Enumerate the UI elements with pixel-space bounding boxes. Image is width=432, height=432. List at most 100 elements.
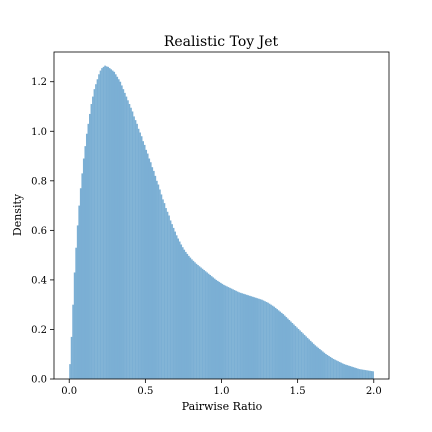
histogram-bar [238, 292, 240, 379]
x-tick-label: 0.5 [137, 386, 153, 397]
histogram-bar [189, 257, 192, 379]
histogram-bar [209, 274, 211, 379]
histogram-bar [117, 79, 120, 379]
histogram-bar [140, 136, 143, 379]
histogram-bar [215, 279, 218, 379]
histogram-bar [322, 351, 324, 379]
histogram-bar [203, 270, 205, 379]
histogram-bar [108, 68, 111, 380]
histogram-bar [352, 367, 355, 379]
histogram-bar [274, 307, 277, 379]
histogram-bar [283, 315, 286, 379]
histogram-bar [178, 241, 181, 379]
x-axis-label: Pairwise Ratio [182, 400, 263, 413]
histogram-bar [308, 339, 310, 379]
histogram-bar [338, 361, 341, 379]
histogram-bar [131, 111, 134, 380]
histogram-bar [303, 334, 306, 379]
histogram-bar [195, 263, 198, 379]
histogram-bar [335, 360, 338, 379]
histogram-bar [206, 272, 208, 379]
histogram-bar [305, 336, 307, 379]
histogram-bar [192, 260, 195, 379]
histogram-bar [346, 365, 349, 379]
histogram-bar [166, 211, 169, 379]
histogram-bar [168, 215, 170, 379]
histogram-bar [146, 153, 149, 379]
histogram-bar [230, 288, 233, 379]
histogram-bar [69, 364, 71, 379]
histogram-bar [122, 89, 125, 379]
histogram-bar [151, 167, 154, 379]
histogram-bar [271, 305, 274, 379]
histogram-bar [341, 363, 344, 379]
histogram-bar [139, 132, 141, 379]
histogram-bar [357, 368, 359, 379]
histogram-bar [226, 286, 228, 379]
histogram-bar [227, 287, 230, 379]
histogram-bar [364, 370, 367, 379]
histogram-bar [244, 294, 247, 379]
histogram-bar [221, 283, 224, 379]
histogram-bar [325, 353, 327, 379]
histogram-bar [349, 366, 352, 379]
histogram-bar [85, 133, 88, 379]
histogram-bar [285, 317, 288, 379]
histogram-bar [181, 247, 184, 379]
histogram-bar [90, 104, 93, 379]
histogram-bar [282, 314, 285, 379]
histogram-bar [299, 330, 301, 379]
histogram-bar [175, 235, 178, 379]
histogram-bar [93, 89, 96, 379]
histogram-bar [353, 367, 356, 379]
histogram-bar [309, 340, 312, 379]
y-tick-label: 0.6 [31, 226, 47, 237]
histogram-bar [101, 68, 103, 380]
histogram-bar [293, 324, 295, 379]
histogram-bar [241, 293, 243, 379]
histogram-bar [198, 266, 201, 379]
histogram-bar [160, 194, 163, 379]
histogram-bar [323, 352, 326, 379]
histogram-bar [99, 70, 102, 380]
histogram-bar [186, 253, 189, 379]
histogram-bar [73, 272, 76, 379]
histogram-bar [165, 208, 167, 379]
y-tick-label: 1.0 [31, 127, 47, 138]
histogram-bar [107, 66, 109, 379]
histogram-bar [171, 224, 173, 379]
histogram-bar [360, 369, 362, 379]
histogram-bar [312, 343, 315, 379]
histogram-bar [152, 170, 155, 379]
histogram-bar [255, 297, 257, 379]
histogram-bar [329, 356, 332, 379]
histogram-bar [311, 342, 314, 379]
histogram-bar [229, 287, 231, 379]
histogram-bar [210, 276, 213, 379]
histogram-bar [344, 364, 347, 379]
histogram-bar [326, 354, 329, 379]
y-tick-label: 1.2 [31, 77, 47, 88]
histogram-bar [105, 66, 108, 380]
histogram-bar [286, 318, 289, 379]
histogram-bar [197, 265, 199, 379]
histogram-bar [114, 74, 117, 379]
histogram-bar [239, 292, 242, 379]
histogram-bar [87, 123, 90, 379]
y-tick-label: 0.0 [31, 375, 47, 386]
histogram-bar [232, 289, 234, 379]
histogram-bar [247, 295, 250, 379]
histogram-bar [124, 92, 126, 379]
histogram-bar [183, 249, 186, 379]
histogram-bar [258, 298, 260, 379]
histogram-bar [72, 304, 74, 379]
histogram-bar [143, 144, 146, 379]
histogram-bar [194, 262, 196, 379]
histogram-bar [159, 189, 161, 379]
histogram-bar [328, 355, 330, 379]
histogram-bar [224, 285, 227, 379]
histogram-bar [70, 336, 73, 379]
histogram-bar [277, 310, 280, 379]
